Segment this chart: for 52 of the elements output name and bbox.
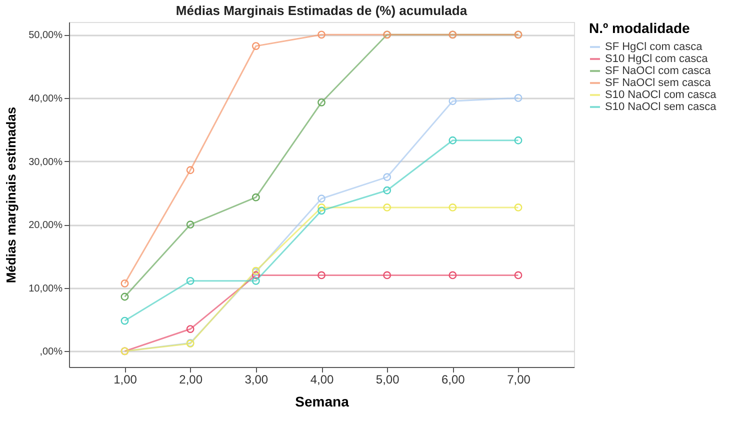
legend-label: S10 HgCl com casca (605, 53, 709, 65)
point (120, 279, 129, 288)
legend-label: SF HgCl com casca (605, 41, 704, 53)
x-tick-label: 1,00 (114, 372, 138, 386)
legend-title: N.º modalidade (589, 20, 690, 36)
point (186, 276, 194, 285)
y-tick-label: ,00% (40, 346, 63, 358)
chart-title: Médias Marginais Estimadas de (%) acumulada (176, 3, 468, 18)
x-tick-label: 4,00 (310, 372, 334, 386)
legend-label: SF NaOCl com casca (605, 65, 712, 77)
point (514, 271, 522, 280)
y-tick-label: 20,00% (28, 220, 63, 232)
point (318, 271, 326, 280)
point (383, 271, 392, 280)
point (318, 30, 326, 39)
y-tick-label: 50,00% (28, 30, 63, 42)
point (448, 136, 457, 144)
y-axis-title: Médias marginais estimadas (4, 106, 19, 284)
point (120, 316, 129, 325)
legend-label: S10 NaOCl sem casca (605, 101, 718, 113)
point (514, 204, 522, 212)
y-tick-label: 10,00% (28, 283, 63, 294)
point (318, 98, 326, 106)
y-tick-label: 40,00% (28, 93, 63, 104)
point (252, 193, 260, 202)
point (448, 204, 457, 212)
point (186, 220, 194, 229)
x-tick-label: 2,00 (179, 372, 203, 386)
point (514, 136, 522, 144)
x-tick-label: 3,00 (244, 372, 268, 386)
x-tick-label: 6,00 (441, 372, 466, 386)
point (318, 194, 326, 203)
point (252, 271, 260, 280)
point (186, 166, 194, 174)
legend-label: S10 NaOCl com casca (605, 89, 718, 101)
point (318, 206, 326, 215)
point (383, 186, 392, 194)
point (318, 204, 326, 212)
x-axis-title: Semana (295, 394, 350, 410)
point (383, 204, 392, 212)
point (514, 94, 522, 102)
x-tick-label: 5,00 (376, 372, 400, 386)
point (448, 271, 457, 280)
point (383, 173, 392, 182)
legend-label: SF NaOCl sem casca (605, 77, 712, 89)
y-tick-label: 30,00% (28, 156, 63, 168)
point (252, 276, 260, 285)
point (448, 97, 457, 106)
point (186, 325, 194, 333)
x-tick-label: 7,00 (507, 372, 531, 386)
point (252, 42, 260, 50)
point (120, 292, 129, 301)
